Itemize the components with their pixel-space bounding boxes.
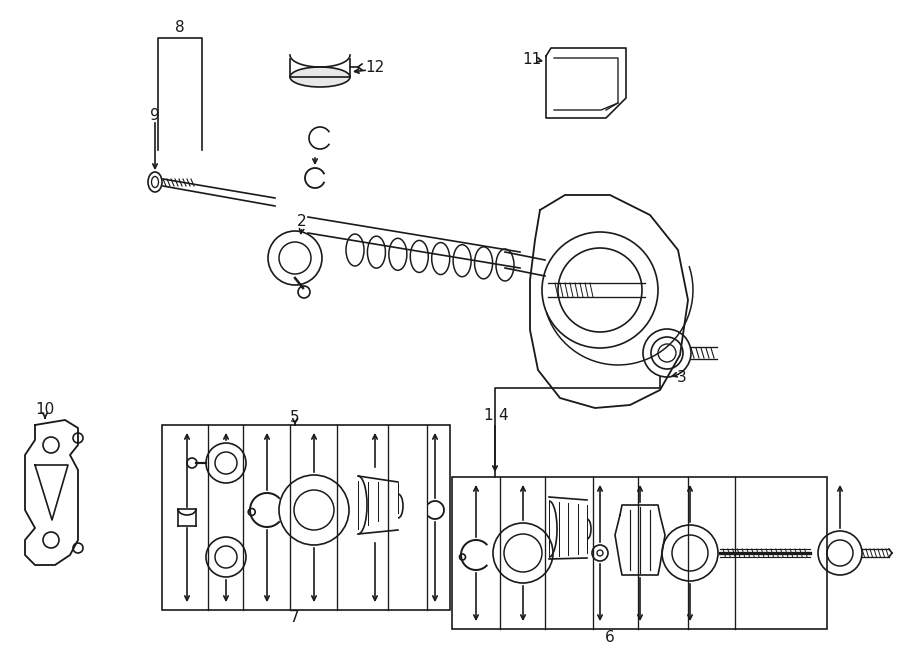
Text: 11: 11 — [522, 52, 542, 67]
Bar — [452, 477, 827, 629]
Circle shape — [73, 433, 83, 443]
Text: 7: 7 — [290, 611, 300, 625]
Text: 3: 3 — [677, 371, 687, 385]
Text: 9: 9 — [150, 108, 160, 122]
Text: 6: 6 — [605, 631, 615, 646]
Text: 8: 8 — [176, 20, 184, 36]
Ellipse shape — [290, 67, 350, 87]
Text: 4: 4 — [499, 407, 508, 422]
Text: 5: 5 — [290, 410, 300, 424]
Text: 2: 2 — [297, 215, 307, 229]
Text: 12: 12 — [365, 61, 384, 75]
Text: 1: 1 — [483, 407, 493, 422]
Text: 10: 10 — [35, 403, 55, 418]
Bar — [162, 425, 450, 610]
Circle shape — [73, 543, 83, 553]
